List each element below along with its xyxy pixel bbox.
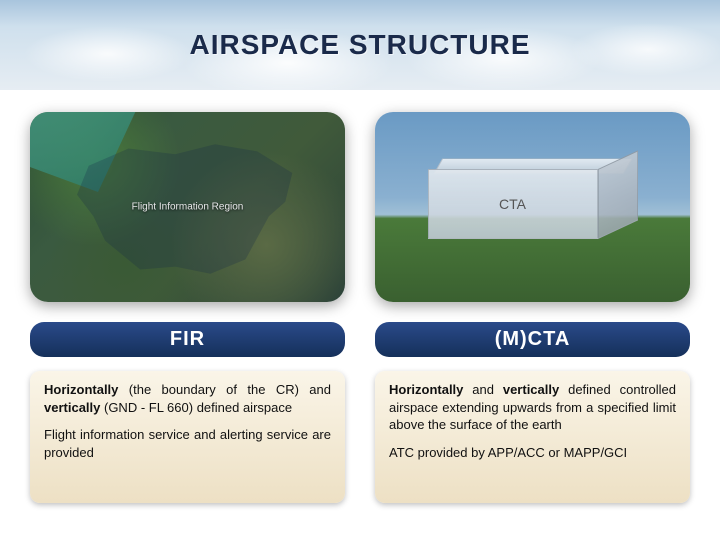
cta-box-label: CTA: [499, 196, 526, 212]
fir-desc-p1: Horizontally (the boundary of the CR) an…: [44, 381, 331, 416]
mcta-desc-p2: ATC provided by APP/ACC or MAPP/GCI: [389, 444, 676, 462]
fir-kw-horizontally: Horizontally: [44, 382, 118, 397]
cta-3d-graphic: CTA: [375, 112, 690, 302]
fir-pill: FIR: [30, 322, 345, 357]
fir-description: Horizontally (the boundary of the CR) an…: [30, 371, 345, 503]
cta-image: CTA: [375, 112, 690, 302]
cta-3d-box: CTA: [428, 169, 638, 241]
satellite-map-graphic: Flight Information Region: [30, 112, 345, 302]
fir-image: Flight Information Region: [30, 112, 345, 302]
cta-box-front: CTA: [428, 169, 598, 239]
right-column: CTA (M)CTA Horizontally and vertically d…: [375, 112, 690, 503]
left-column: Flight Information Region FIR Horizontal…: [30, 112, 345, 503]
fir-kw-vertically: vertically: [44, 400, 100, 415]
mcta-pill: (M)CTA: [375, 322, 690, 357]
mcta-kw-horizontally: Horizontally: [389, 382, 463, 397]
mcta-desc-p1: Horizontally and vertically defined cont…: [389, 381, 676, 434]
page-title: AIRSPACE STRUCTURE: [189, 29, 530, 61]
mcta-description: Horizontally and vertically defined cont…: [375, 371, 690, 503]
mcta-kw-vertically: vertically: [503, 382, 559, 397]
content-area: Flight Information Region FIR Horizontal…: [0, 90, 720, 523]
header-banner: AIRSPACE STRUCTURE: [0, 0, 720, 90]
fir-overlay-label: Flight Information Region: [132, 202, 244, 213]
fir-desc-p2: Flight information service and alerting …: [44, 426, 331, 461]
